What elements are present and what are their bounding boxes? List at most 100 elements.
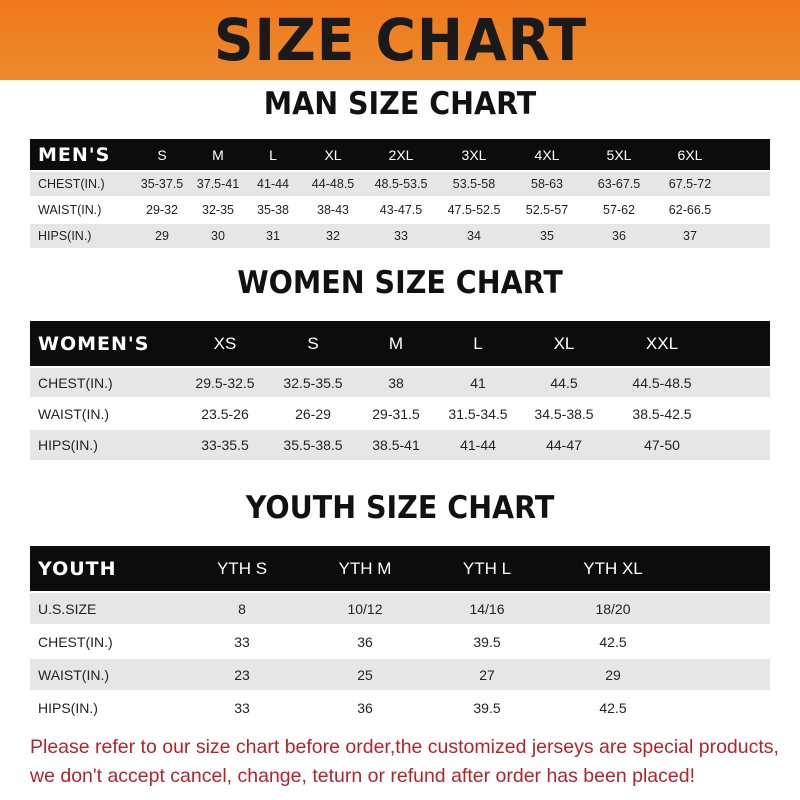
table-cell: 57-62: [603, 203, 635, 217]
table-cell: 41: [470, 374, 486, 391]
table-row: HIPS(IN.) 33-35.5 35.5-38.5 38.5-41 41-44 44-…: [30, 430, 770, 460]
table-cell: 35-37.5: [140, 177, 184, 191]
table-cell: 29: [605, 666, 621, 683]
table-cell: 18/20: [595, 600, 631, 617]
size-header: YTH M: [338, 558, 392, 578]
table-cell: 33: [234, 633, 250, 650]
size-header: M: [212, 146, 224, 163]
table-cell: 38.5-41: [372, 437, 420, 453]
table-cell: 33-35.5: [201, 437, 249, 453]
size-header: XS: [213, 333, 237, 353]
table-row: U.S.SIZE 8 10/12 14/16 18/20: [30, 593, 770, 624]
table-cell: 44-48.5: [311, 177, 355, 191]
table-cell: 42.5: [599, 699, 627, 716]
row-label: CHEST(IN.): [38, 374, 113, 391]
table-cell: 34: [467, 229, 481, 243]
table-cell: 38.5-42.5: [632, 405, 692, 422]
table-header-row: YOUTH YTH S YTH M YTH L YTH XL: [30, 546, 770, 591]
table-cell: 43-47.5: [379, 203, 423, 217]
notice-line-2: we don't accept cancel, change, teturn o…: [30, 765, 695, 787]
table-cell: 39.5: [473, 633, 501, 650]
table-cell: 32: [326, 229, 340, 243]
row-label: WAIST(IN.): [38, 203, 102, 217]
table-cell: 29.5-32.5: [195, 374, 255, 391]
table-cell: 42.5: [599, 633, 627, 650]
table-row: WAIST(IN.) 29-32 32-35 35-38 38-43 43-47.5 47.…: [30, 198, 770, 222]
table-cell: 52.5-57: [525, 203, 569, 217]
table-cell: 44.5: [550, 374, 578, 391]
table-cell: 32-35: [202, 203, 234, 217]
row-label: CHEST(IN.): [38, 633, 113, 650]
table-cell: 47.5-52.5: [447, 203, 501, 217]
table-cell: 37.5-41: [196, 177, 240, 191]
table-row: WAIST(IN.) 23.5-26 26-29 29-31.5 31.5-34.5 34…: [30, 399, 770, 428]
table-row: CHEST(IN.) 33 36 39.5 42.5: [30, 626, 770, 657]
table-row: CHEST(IN.) 29.5-32.5 32.5-35.5 38 41 44.5 44.5…: [30, 368, 770, 397]
table-cell: 31: [266, 229, 280, 243]
size-header: 2XL: [388, 146, 414, 163]
table-cell: 29-32: [146, 203, 178, 217]
women-section-title: WOMEN SIZE CHART: [237, 265, 563, 301]
size-header: XL: [553, 333, 575, 353]
size-header: 4XL: [534, 146, 560, 163]
table-cell: 48.5-53.5: [374, 177, 428, 191]
table-cell: 44-47: [546, 437, 582, 453]
table-cell: 29-31.5: [372, 405, 420, 422]
notice-line-1: Please refer to our size chart before or…: [30, 736, 779, 758]
table-header-row: MEN'S S M L XL 2XL 3XL 4XL 5XL 6XL: [30, 139, 770, 170]
header-label: YOUTH: [38, 557, 117, 580]
table-cell: 39.5: [473, 699, 501, 716]
row-label: WAIST(IN.): [38, 405, 110, 422]
women-size-table: WOMEN'S XS S M L XL XXL CHEST(IN.) 29.5-32.5 32.5…: [30, 321, 770, 460]
row-label: HIPS(IN.): [38, 437, 98, 453]
table-cell: 38-43: [317, 203, 349, 217]
size-header: M: [388, 333, 404, 353]
table-cell: 31.5-34.5: [448, 405, 508, 422]
table-cell: 33: [234, 699, 250, 716]
table-cell: 47-50: [644, 437, 680, 453]
row-label: WAIST(IN.): [38, 666, 110, 683]
table-cell: 44.5-48.5: [632, 374, 692, 391]
size-header: 6XL: [677, 146, 703, 163]
table-row: CHEST(IN.) 35-37.5 37.5-41 41-44 44-48.5 48.5…: [30, 172, 770, 196]
size-header: XL: [324, 146, 342, 163]
size-header: YTH L: [462, 558, 512, 578]
table-cell: 35.5-38.5: [283, 437, 343, 453]
size-header: L: [269, 146, 277, 163]
table-cell: 30: [211, 229, 225, 243]
size-header: XXL: [645, 333, 679, 353]
table-cell: 35: [540, 229, 554, 243]
row-label: HIPS(IN.): [38, 699, 98, 716]
size-header: 5XL: [606, 146, 632, 163]
table-cell: 8: [238, 600, 246, 617]
table-header-row: WOMEN'S XS S M L XL XXL: [30, 321, 770, 366]
table-cell: 41-44: [257, 177, 289, 191]
table-cell: 25: [357, 666, 373, 683]
table-cell: 67.5-72: [668, 177, 712, 191]
row-label: U.S.SIZE: [38, 600, 97, 617]
table-cell: 27: [479, 666, 495, 683]
table-cell: 33: [394, 229, 408, 243]
men-section-title: MAN SIZE CHART: [263, 86, 537, 122]
table-cell: 10/12: [347, 600, 383, 617]
table-cell: 23.5-26: [201, 405, 249, 422]
table-cell: 63-67.5: [597, 177, 641, 191]
table-cell: 14/16: [469, 600, 505, 617]
men-size-table: MEN'S S M L XL 2XL 3XL 4XL 5XL 6XL CHEST(IN.) 35-37…: [30, 139, 770, 248]
page-title: SIZE CHART: [213, 6, 587, 74]
youth-section-title: YOUTH SIZE CHART: [245, 490, 555, 526]
size-header: S: [307, 333, 319, 353]
table-row: HIPS(IN.) 33 36 39.5 42.5: [30, 692, 770, 723]
table-cell: 32.5-35.5: [283, 374, 343, 391]
table-cell: 37: [683, 229, 697, 243]
table-cell: 34.5-38.5: [534, 405, 594, 422]
table-cell: 36: [357, 633, 373, 650]
table-row: WAIST(IN.) 23 25 27 29: [30, 659, 770, 690]
table-row: HIPS(IN.) 29 30 31 32 33 34 35 36 37: [30, 224, 770, 248]
size-header: 3XL: [461, 146, 487, 163]
title-banner: SIZE CHART: [0, 0, 800, 80]
header-label: MEN'S: [38, 143, 111, 166]
size-header: YTH S: [216, 558, 268, 578]
size-header: S: [157, 146, 167, 163]
size-header: YTH XL: [583, 558, 643, 578]
